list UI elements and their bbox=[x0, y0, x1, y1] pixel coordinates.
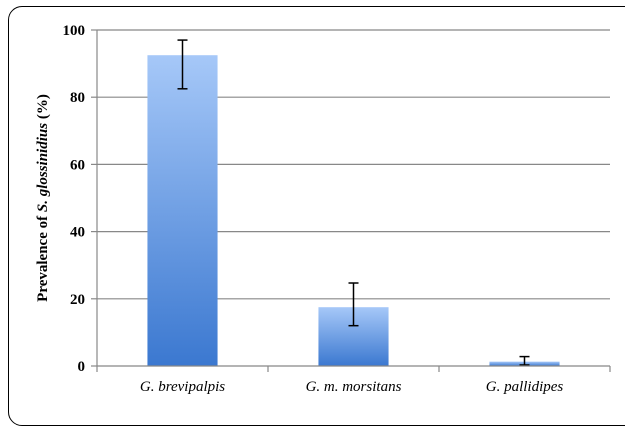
bar-chart: 0 20 40 60 80 100 G. brevipalpis G. m. morsita… bbox=[35, 23, 611, 395]
y-tick-label-0: 0 bbox=[78, 359, 86, 375]
y-axis-label: Prevalence of S. glossinidius (%) bbox=[35, 94, 51, 302]
y-tick-label-80: 80 bbox=[70, 90, 85, 106]
axes bbox=[96, 30, 611, 372]
y-tick-label-40: 40 bbox=[70, 225, 85, 241]
y-tick-label-100: 100 bbox=[63, 23, 86, 39]
y-tick-labels: 0 20 40 60 80 100 bbox=[63, 23, 97, 375]
y-axis-label-unit: (%) bbox=[35, 94, 51, 123]
y-tick-label-60: 60 bbox=[70, 157, 85, 173]
y-tick-label-20: 20 bbox=[70, 292, 85, 308]
error-bars bbox=[177, 39, 530, 366]
category-label-1: G. m. morsitans bbox=[306, 379, 402, 395]
category-label-2: G. pallidipes bbox=[486, 379, 564, 395]
bar-0 bbox=[147, 55, 218, 366]
y-axis-label-prefix: Prevalence of bbox=[35, 212, 51, 302]
category-label-0: G. brevipalpis bbox=[140, 379, 225, 395]
bars bbox=[147, 55, 560, 366]
category-labels: G. brevipalpis G. m. morsitans G. pallidip… bbox=[140, 379, 564, 395]
y-axis-label-species: S. glossinidius bbox=[35, 123, 51, 212]
